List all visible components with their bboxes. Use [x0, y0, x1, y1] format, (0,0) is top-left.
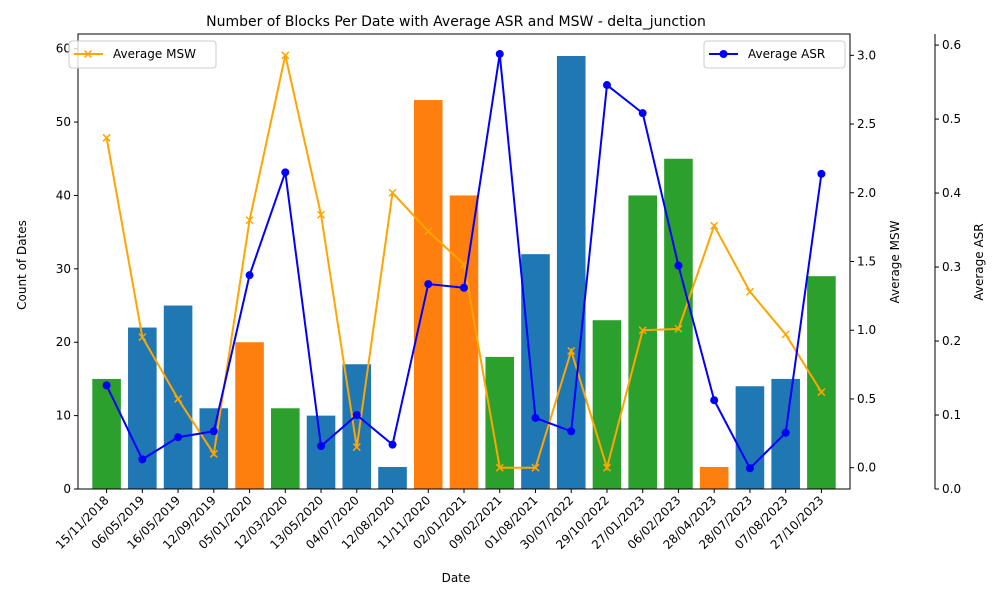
y3-tick-label: 0.3 [942, 260, 961, 274]
lines-layer [102, 49, 826, 473]
bar [271, 408, 300, 489]
y3-tick-label: 0.5 [942, 112, 961, 126]
asr-point [638, 109, 647, 118]
msw-point [388, 188, 397, 197]
asr-point [460, 283, 468, 292]
bar [235, 342, 264, 489]
y3-axis-title: Average ASR [972, 223, 986, 300]
bar [378, 466, 407, 489]
legend-msw-label: Average MSW [113, 47, 196, 61]
bar [592, 320, 622, 489]
msw-point [602, 463, 611, 472]
msw-point [674, 324, 683, 333]
y-axis-title: Count of Dates [15, 220, 29, 310]
legend-msw: Average MSW [68, 40, 217, 69]
y-tick-label: 60 [56, 42, 71, 56]
bar [807, 276, 836, 489]
y3-tick-label: 0.6 [942, 38, 961, 52]
bars-layer [92, 56, 836, 490]
asr-point [674, 261, 683, 270]
y-tick-label: 40 [56, 188, 71, 202]
legend-msw-box [68, 40, 217, 69]
asr-point [245, 271, 254, 280]
bar [485, 356, 515, 489]
msw-point [102, 133, 111, 142]
bar [128, 327, 157, 489]
bar [306, 415, 336, 489]
y2-tick-label: 1.0 [857, 323, 876, 337]
legend-asr-label: Average ASR [748, 47, 825, 61]
asr-point [352, 411, 361, 420]
x-axis-title: Date [442, 571, 471, 585]
msw-point [209, 449, 218, 458]
msw-point [174, 394, 183, 403]
asr-point [138, 455, 147, 464]
y3-tick-label: 0.2 [942, 334, 961, 348]
y2-tick-label: 3.0 [857, 48, 876, 62]
y-tick-label: 50 [56, 115, 71, 129]
legend-asr: Average ASR [703, 40, 846, 69]
bar [628, 195, 657, 490]
msw-point [745, 287, 754, 296]
msw-point [424, 227, 433, 236]
msw-point [781, 330, 790, 339]
msw-point [245, 216, 254, 225]
msw-point [638, 326, 647, 335]
asr-point [817, 169, 826, 178]
y2-tick-label: 1.5 [857, 255, 876, 269]
bar [521, 254, 550, 489]
msw-point [352, 443, 361, 452]
y2-axis-title: Average MSW [888, 220, 902, 303]
bar [556, 56, 586, 490]
asr-point [567, 427, 576, 436]
msw-point [281, 51, 290, 60]
y-tick-label: 30 [56, 262, 71, 276]
y2-tick-label: 0.5 [857, 392, 876, 406]
y-tick-label: 10 [56, 409, 71, 423]
asr-point [495, 49, 504, 58]
legend-msw-marker [83, 49, 93, 59]
y3-tick-label: 0.4 [942, 186, 961, 200]
chart-title: Number of Blocks Per Date with Average A… [206, 14, 706, 30]
bar [664, 158, 693, 490]
y2-tick-label: 0.0 [857, 461, 876, 475]
asr-point [781, 428, 790, 437]
msw-point [710, 221, 719, 230]
asr-point [281, 168, 290, 177]
y-tick-label: 0 [63, 482, 71, 496]
bar [699, 466, 729, 489]
msw-point [138, 333, 147, 342]
legend-asr-box [703, 40, 846, 69]
y3-tick-label: 0.1 [942, 408, 961, 422]
asr-point [174, 433, 183, 442]
asr-point [317, 442, 326, 451]
asr-point [745, 464, 754, 473]
asr-point [424, 280, 433, 289]
bar [92, 378, 121, 489]
y3-tick-label: 0.0 [942, 482, 961, 496]
asr-point [602, 81, 611, 90]
bar [735, 386, 765, 489]
y-tick-label: 20 [56, 335, 71, 349]
asr-point [102, 381, 111, 390]
asr-point [388, 440, 397, 449]
asr-point [710, 396, 719, 405]
y2-tick-label: 2.5 [857, 117, 876, 131]
y2-tick-label: 2.0 [857, 186, 876, 200]
bar [413, 100, 443, 489]
asr-point [209, 427, 218, 436]
msw-point [817, 388, 826, 397]
msw-point [495, 463, 504, 472]
msw-point [317, 210, 326, 219]
bar [449, 195, 479, 490]
legend-asr-marker [719, 50, 728, 58]
msw-point [567, 346, 576, 355]
msw-point [531, 463, 540, 472]
asr-point [531, 413, 540, 422]
